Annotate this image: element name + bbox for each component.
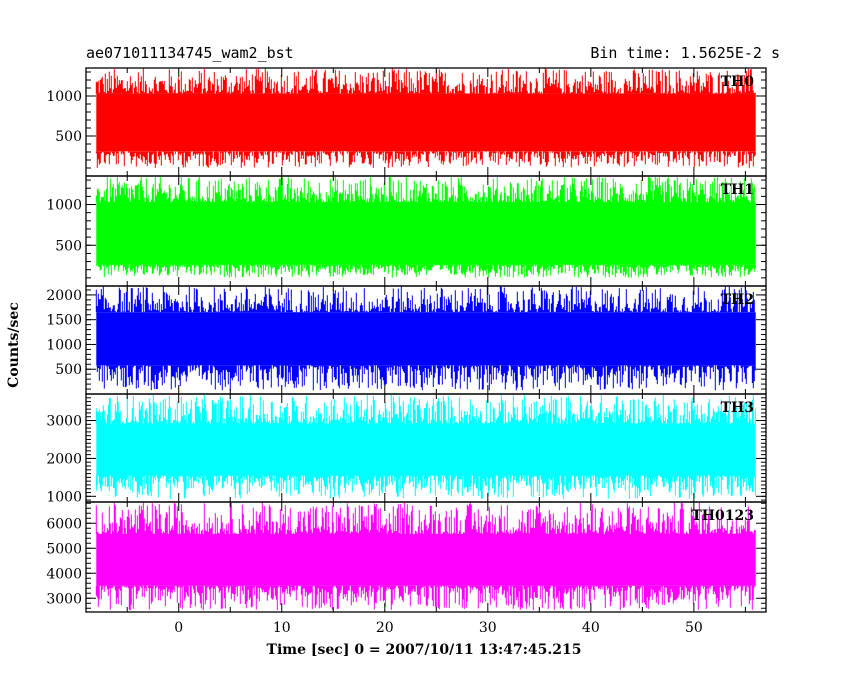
y-tick-label: 2000 xyxy=(46,451,82,467)
x-tick-label: 0 xyxy=(174,620,183,636)
x-tick-label: 40 xyxy=(582,620,600,636)
series-core-band xyxy=(96,93,756,152)
panel-label: TH0 xyxy=(721,74,755,90)
series-lower-noise xyxy=(95,151,756,168)
series-th0123 xyxy=(95,502,756,611)
series-th2 xyxy=(95,286,756,391)
series-th0 xyxy=(95,68,756,168)
panel-th0: 500 1000 TH0 xyxy=(46,67,767,177)
panels: 500 1000 TH0 500 1000 TH1 500 1000 1500 2000 TH2 10… xyxy=(46,67,767,613)
series-upper-noise xyxy=(95,502,756,534)
x-tick-label: 20 xyxy=(376,620,394,636)
panel-frame xyxy=(85,501,767,613)
panel-th2: 500 1000 1500 2000 TH2 xyxy=(46,285,767,395)
series-th1 xyxy=(95,176,756,278)
y-tick-label: 2000 xyxy=(46,288,82,304)
panel-label: TH2 xyxy=(721,292,754,308)
series-upper-noise xyxy=(95,286,756,313)
y-tick-label: 3000 xyxy=(46,414,82,430)
y-tick-label: 1000 xyxy=(46,489,82,505)
chart-title-right: Bin time: 1.5625E-2 s xyxy=(590,44,780,62)
y-tick-label: 1500 xyxy=(46,313,82,329)
series-core-band xyxy=(96,534,756,586)
panel-label: TH3 xyxy=(721,400,754,416)
panel-label: TH1 xyxy=(721,182,754,198)
y-axis-label: Counts/sec xyxy=(6,302,22,388)
y-tick-label: 1000 xyxy=(46,89,82,105)
x-tick-label: 50 xyxy=(685,620,703,636)
x-axis-label: Time [sec] 0 = 2007/10/11 13:47:45.215 xyxy=(267,642,582,658)
y-tick-label: 5000 xyxy=(46,541,82,557)
y-tick-label: 6000 xyxy=(46,516,82,532)
panel-label: TH0123 xyxy=(691,508,754,524)
series-upper-noise xyxy=(95,68,756,94)
series-upper-noise xyxy=(95,394,756,424)
chart-title-left: ae071011134745_wam2_bst xyxy=(86,44,294,62)
series-lower-noise xyxy=(95,475,756,499)
series-upper-noise xyxy=(95,176,755,203)
y-tick-label: 4000 xyxy=(46,566,82,582)
y-tick-label: 3000 xyxy=(46,591,82,607)
y-tick-label: 1000 xyxy=(46,198,82,214)
x-tick-label: 30 xyxy=(479,620,497,636)
series-lower-noise xyxy=(95,365,756,391)
x-axis: 0 10 20 30 40 50 xyxy=(174,620,703,636)
series-th3 xyxy=(95,394,756,499)
series-core-band xyxy=(96,202,756,265)
series-lower-noise xyxy=(95,585,756,611)
panel-th0123: 3000 4000 5000 6000 TH0123 xyxy=(46,501,767,613)
series-lower-noise xyxy=(95,264,756,278)
y-tick-label: 500 xyxy=(55,238,82,254)
y-tick-label: 500 xyxy=(55,362,82,378)
x-tick-label: 10 xyxy=(273,620,291,636)
panel-th1: 500 1000 TH1 xyxy=(46,175,767,287)
panel-th3: 1000 2000 3000 TH3 xyxy=(46,393,767,505)
y-tick-label: 500 xyxy=(55,129,82,145)
y-tick-label: 1000 xyxy=(46,337,82,353)
series-core-band xyxy=(96,423,756,476)
series-core-band xyxy=(96,312,756,366)
